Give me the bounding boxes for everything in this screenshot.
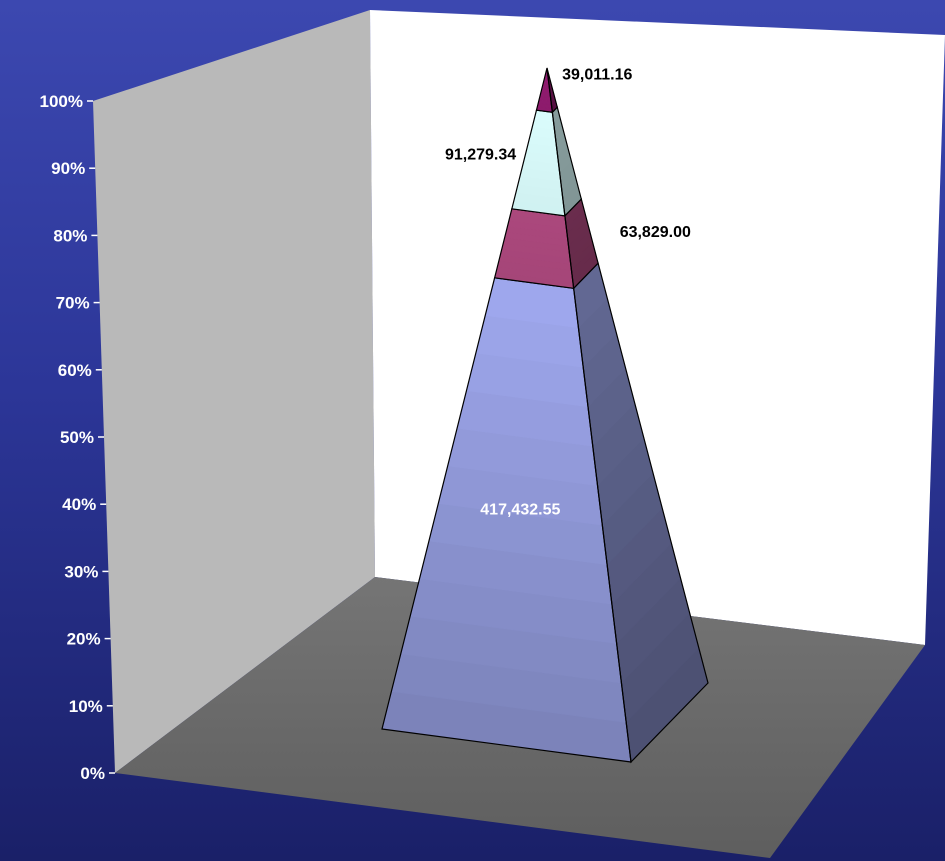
pyramid-segment (493, 197, 599, 290)
y-tick-label: 10% (69, 697, 103, 716)
data-label: 417,432.55 (480, 501, 560, 518)
pyramid-segment (511, 106, 582, 218)
y-tick-label: 50% (60, 428, 94, 447)
y-tick-label: 40% (62, 495, 96, 514)
pyramid-segment (381, 262, 709, 764)
data-label: 39,011.16 (562, 67, 632, 84)
y-tick-label: 70% (56, 294, 90, 313)
y-tick-label: 100% (40, 92, 83, 111)
y-tick-label: 20% (67, 630, 101, 649)
y-tick-label: 80% (53, 226, 87, 245)
y-tick-label: 60% (58, 361, 92, 380)
y-tick-label: 90% (51, 159, 85, 178)
data-label: 91,279.34 (445, 146, 516, 163)
y-tick-label: 30% (64, 562, 98, 581)
pyramid-segment (535, 67, 558, 114)
data-label: 63,829.00 (620, 224, 691, 241)
side-wall (93, 10, 375, 773)
y-tick-label: 0% (80, 764, 105, 783)
